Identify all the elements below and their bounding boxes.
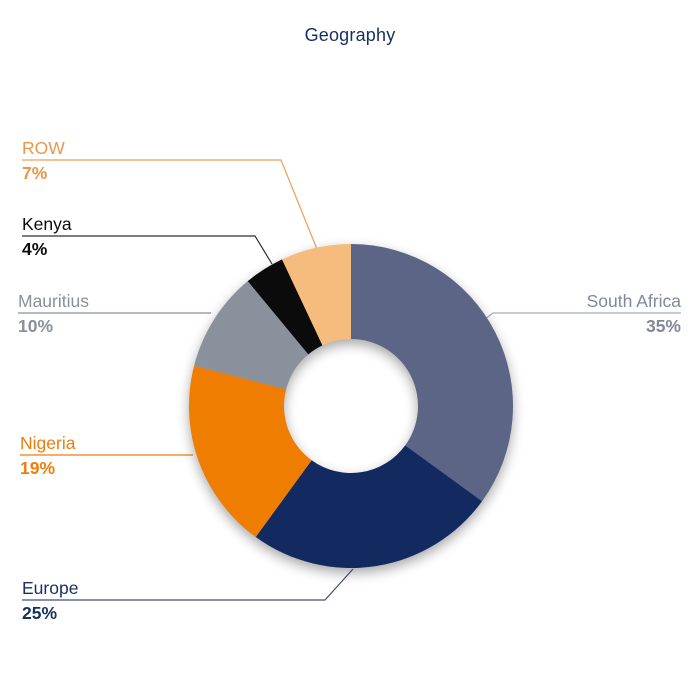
label-europe: Europe 25%	[22, 579, 78, 623]
slice-europe[interactable]	[255, 445, 483, 568]
slice-mauritius[interactable]	[194, 281, 309, 390]
label-south-africa: South Africa 35%	[587, 292, 681, 336]
label-row-name: ROW	[22, 138, 65, 158]
leader-line-kenya	[22, 235, 273, 265]
slice-south-africa[interactable]	[351, 244, 513, 502]
label-row: ROW 7%	[22, 139, 65, 183]
label-kenya-name: Kenya	[22, 214, 72, 234]
label-kenya: Kenya 4%	[22, 215, 72, 259]
chart-title: Geography	[304, 25, 396, 45]
label-europe-name: Europe	[22, 578, 79, 598]
label-mauritius: Mauritius 10%	[18, 292, 89, 336]
label-kenya-pct: 4%	[22, 239, 48, 259]
slice-row[interactable]	[282, 244, 351, 346]
slice-kenya[interactable]	[247, 259, 323, 355]
label-mauritius-name: Mauritius	[18, 291, 89, 311]
label-south-africa-name: South Africa	[586, 291, 681, 311]
label-nigeria-name: Nigeria	[20, 433, 76, 453]
label-nigeria-pct: 19%	[20, 458, 56, 478]
donut-slices	[189, 244, 513, 568]
label-row-pct: 7%	[22, 163, 48, 183]
slice-nigeria[interactable]	[189, 365, 312, 538]
leader-line-europe	[22, 568, 354, 601]
label-south-africa-pct: 35%	[645, 316, 681, 336]
label-nigeria: Nigeria 19%	[20, 434, 75, 478]
label-mauritius-pct: 10%	[18, 316, 54, 336]
label-europe-pct: 25%	[22, 603, 58, 623]
leader-line-row	[22, 159, 324, 265]
